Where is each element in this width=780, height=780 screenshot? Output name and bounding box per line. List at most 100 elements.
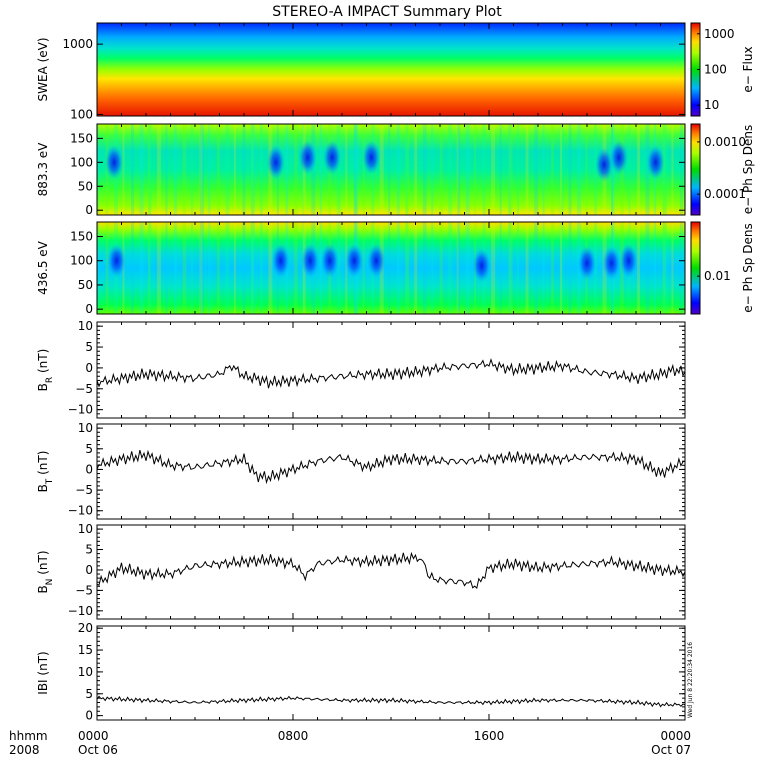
pad883-texture-strip — [199, 124, 204, 215]
pad436-texture-strip — [508, 222, 512, 314]
bn-ytick-label: 5 — [85, 543, 93, 557]
pad436-texture-strip — [525, 222, 529, 314]
bn-series-line — [96, 551, 686, 590]
pad436-ytick-label: 0 — [85, 302, 93, 316]
pad883-texture-strip — [362, 124, 365, 215]
pad883-texture-strip — [662, 124, 667, 215]
pad883-texture-strip — [148, 124, 152, 215]
pad436-texture-strip — [414, 222, 418, 314]
pad883-texture-strip — [251, 124, 254, 215]
br-ytick-label: −5 — [75, 382, 93, 396]
swea-colorbar-label: e− Flux — [741, 46, 755, 92]
pad883-texture-strip — [345, 124, 348, 215]
bt-ytick-label: 0 — [85, 462, 93, 476]
swea-colorbar-tick-label: 10 — [704, 98, 719, 112]
bn-frame — [96, 524, 686, 620]
br-ylabel-subscript: R — [45, 377, 55, 383]
pad883-ylabel: 883.3 eV — [36, 142, 50, 197]
pad436-texture-strip — [233, 222, 236, 314]
pad883-texture-strip — [396, 124, 400, 215]
pad436-texture-strip — [250, 222, 255, 314]
pad883-texture-strip — [122, 124, 125, 215]
pad436-texture-strip — [216, 222, 220, 314]
bt-ylabel: BT (nT) — [36, 451, 55, 493]
pad436-texture-strip — [251, 222, 254, 314]
bt-series-line — [96, 449, 686, 485]
pad436-texture-strip — [405, 222, 408, 314]
pad883-heatmap-fill — [97, 124, 685, 215]
pad883-texture-strip — [465, 124, 470, 215]
pad436-colorbar — [690, 221, 701, 315]
bt-ytick-label: 5 — [85, 442, 93, 456]
pad436-depletion-3 — [320, 243, 339, 278]
pad883-texture-strip — [448, 124, 453, 215]
pad883-depletion-1 — [266, 145, 285, 180]
br-ytick-label: −10 — [68, 403, 93, 417]
pad436-texture-strip — [517, 222, 520, 314]
pad883-texture-strip — [482, 124, 486, 215]
pad883-texture-strip — [379, 124, 384, 215]
panel-bn: −10 −5 0 5 10 BN (nT) — [36, 522, 686, 620]
bt-ylabel-subscript: T — [45, 478, 55, 485]
pad436-texture-strip — [165, 222, 168, 314]
pad883-colorbar-label: e− Ph Sp Dens — [741, 125, 755, 214]
bn-ylabel: BN (nT) — [36, 550, 55, 593]
pad883-texture-strip — [491, 124, 496, 215]
bmag-ytick-label: 15 — [78, 643, 93, 657]
pad436-texture-strip — [662, 222, 666, 314]
pad883-texture-strip — [250, 124, 255, 215]
pad436-texture-strip — [448, 222, 453, 314]
pad436-texture-strip — [422, 222, 427, 314]
pad883-texture-strip — [551, 124, 555, 215]
pad436-depletion-0 — [107, 243, 126, 278]
pad436-texture-strip — [148, 222, 152, 314]
pad883-texture-strip — [431, 124, 434, 215]
bn-ytick-label: 10 — [78, 522, 93, 536]
pad883-texture-strip — [216, 124, 220, 215]
pad883-texture-strip — [499, 124, 502, 215]
pad436-ytick-label: 100 — [70, 254, 93, 268]
pad436-depletion-2 — [301, 243, 320, 278]
swea-ytick-label: 1000 — [62, 37, 93, 51]
pad883-texture-strip — [474, 124, 477, 215]
bmag-series-line — [96, 695, 686, 708]
pad436-texture-strip — [131, 222, 135, 314]
pad436-ytick-label: 50 — [78, 278, 93, 292]
x-tick-label: 0800 — [278, 729, 309, 743]
pad883-texture-strip — [585, 124, 588, 215]
pad883-texture-strip — [525, 124, 529, 215]
br-ylabel: BR (nT) — [36, 349, 55, 392]
pad436-texture-strip — [190, 222, 193, 314]
x-axis-year-label: 2008 — [9, 743, 40, 757]
pad436-texture-strip — [405, 222, 410, 314]
pad436-texture-strip — [208, 222, 211, 314]
pad436-texture-strip — [156, 222, 161, 314]
pad436-texture-strip — [439, 222, 443, 314]
pad436-depletion-6 — [472, 248, 491, 283]
pad883-depletion-6 — [609, 140, 628, 175]
x-tick-date-label: Oct 06 — [78, 743, 118, 757]
pad436-texture-strip — [362, 222, 365, 314]
pad883-depletion-2 — [298, 140, 317, 175]
pad436-texture-strip — [199, 222, 203, 314]
pad883-texture-strip — [405, 124, 410, 215]
panel-bt: −10 −5 0 5 10 BT (nT) — [36, 421, 686, 520]
x-tick-label: 0000 — [660, 729, 691, 743]
swea-heatmap-fill — [97, 23, 685, 116]
x-tick-date-label: Oct 07 — [651, 743, 691, 757]
pad436-texture-strip — [654, 222, 657, 314]
pad883-colorbar — [690, 123, 701, 216]
pad436-texture-strip — [560, 222, 563, 314]
panel-pad436: 0.01 e− Ph Sp Dens 0 50 100 150 436.5 eV — [36, 221, 755, 316]
bmag-ylabel: IBI (nT) — [36, 651, 50, 694]
bmag-frame — [96, 625, 686, 721]
pad436-texture-strip — [336, 222, 341, 314]
bn-ytick-label: −10 — [68, 604, 93, 618]
pad883-depletion-3 — [323, 140, 342, 175]
panel-bmag: 0 5 10 15 20 IBI (nT) — [36, 621, 686, 723]
bmag-ytick-label: 20 — [78, 621, 93, 635]
br-frame — [96, 321, 686, 419]
pad883-ytick-label: 150 — [70, 131, 93, 145]
br-ytick-label: 10 — [78, 319, 93, 333]
pad883-texture-strip — [517, 124, 520, 215]
